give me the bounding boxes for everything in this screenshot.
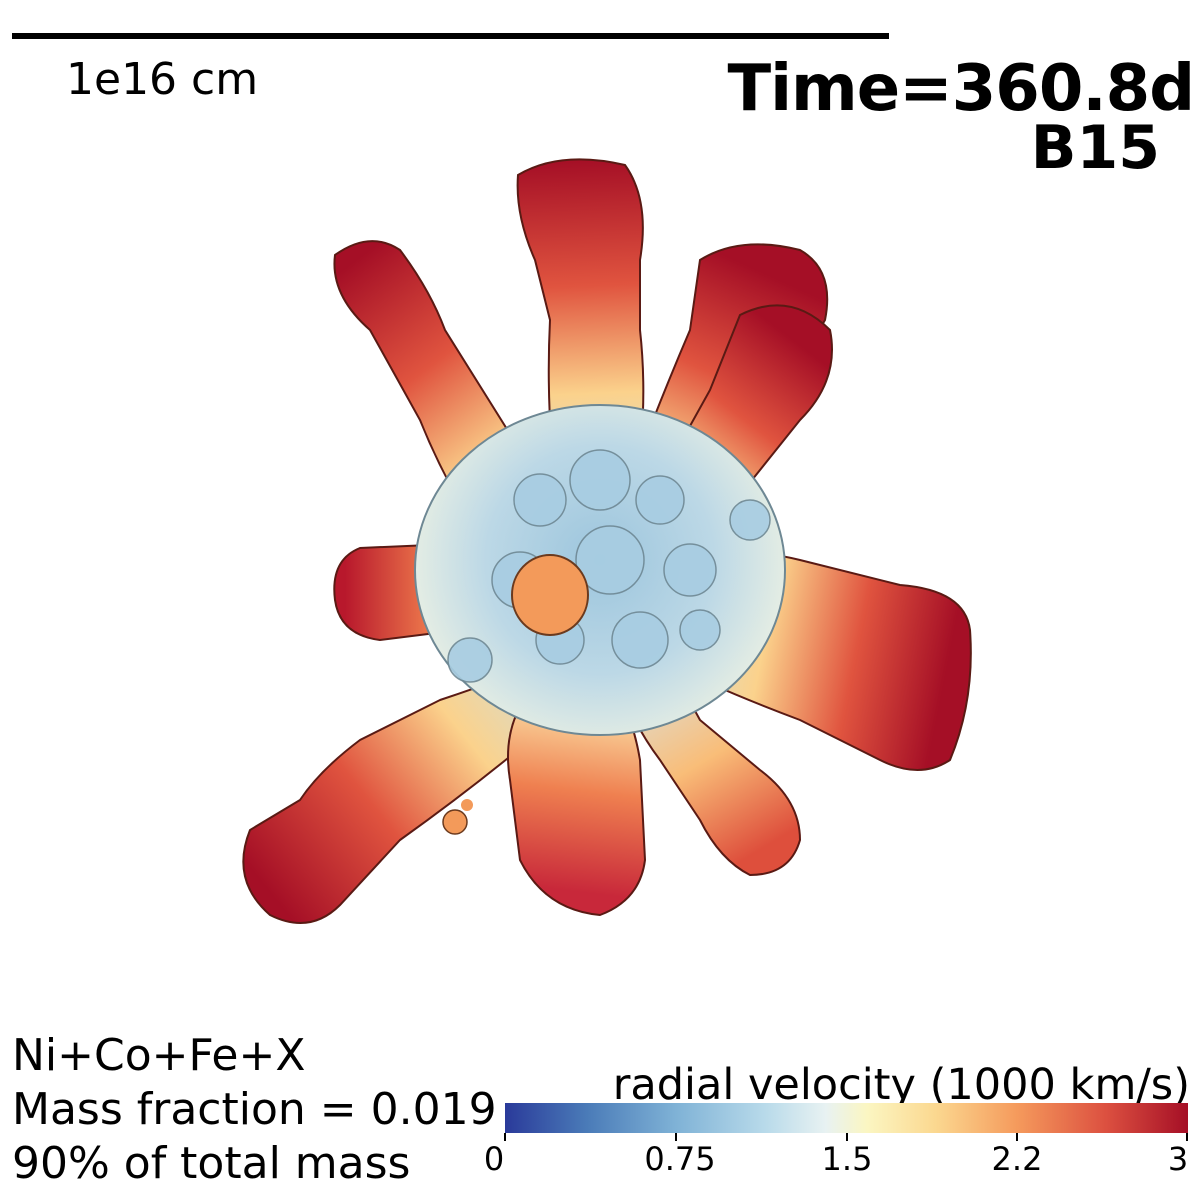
colorbar-tick-label: 3 [1167, 1140, 1189, 1178]
species-label: Ni+Co+Fe+X [12, 1030, 306, 1081]
colorbar-tick [1186, 1133, 1188, 1141]
colorbar-tick-label: 1.5 [821, 1140, 873, 1178]
colorbar-tick [675, 1133, 677, 1141]
colorbar-tick [1016, 1133, 1018, 1141]
scale-label: 1e16 cm [66, 54, 259, 105]
colorbar-tick-label: 0 [483, 1140, 505, 1178]
total-mass-label: 90% of total mass [12, 1138, 411, 1189]
colorbar-tick [846, 1133, 848, 1141]
colorbar-title: radial velocity (1000 km/s) [612, 1060, 1190, 1110]
ejecta-render [242, 158, 972, 924]
mass-fraction-label: Mass fraction = 0.019 [12, 1084, 497, 1135]
scale-bar [12, 33, 889, 39]
colorbar-tick [504, 1133, 506, 1141]
colorbar [505, 1103, 1188, 1133]
colorbar-tick-label: 2.2 [991, 1140, 1043, 1178]
time-label: Time=360.8d [727, 52, 1195, 126]
model-label: B15 [1030, 113, 1160, 183]
colorbar-tick-label: 0.75 [644, 1140, 716, 1178]
